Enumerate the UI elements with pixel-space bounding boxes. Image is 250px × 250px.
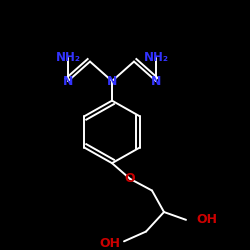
Text: OH: OH — [99, 237, 120, 250]
Text: NH₂: NH₂ — [56, 51, 80, 64]
Text: N: N — [151, 74, 161, 88]
Text: NH₂: NH₂ — [144, 51, 169, 64]
Text: N: N — [107, 74, 117, 88]
Text: N: N — [63, 74, 73, 88]
Text: O: O — [125, 172, 135, 185]
Text: OH: OH — [196, 213, 217, 226]
